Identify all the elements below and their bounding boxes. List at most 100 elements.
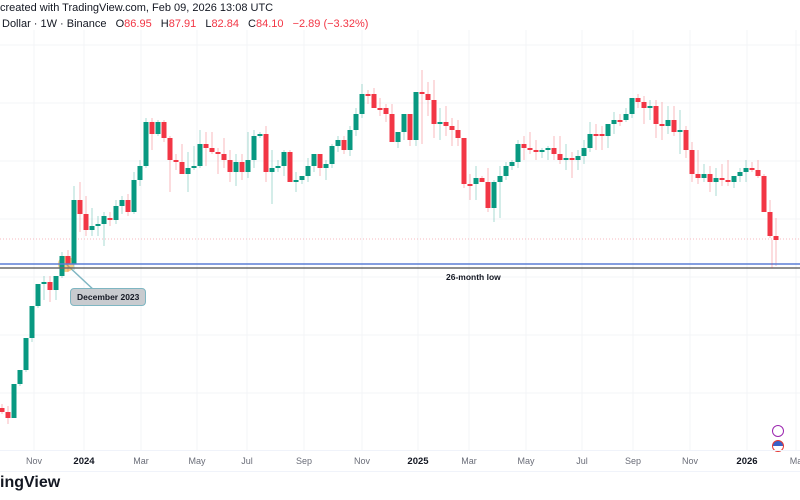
- candle[interactable]: [491, 180, 497, 222]
- time-axis[interactable]: Nov 2024 Mar May Jul Sep Nov 2025 Mar May Jul Sep No…: [0, 450, 800, 472]
- candle[interactable]: [113, 200, 119, 224]
- candle[interactable]: [311, 154, 317, 172]
- candle[interactable]: [47, 276, 53, 302]
- us-flag-event-icon[interactable]: [772, 440, 784, 452]
- candle[interactable]: [725, 160, 731, 186]
- candle[interactable]: [749, 162, 755, 172]
- candle[interactable]: [503, 162, 509, 180]
- candle[interactable]: [713, 168, 719, 196]
- candle[interactable]: [299, 176, 305, 184]
- candle[interactable]: [737, 168, 743, 182]
- candle[interactable]: [365, 90, 371, 104]
- candle[interactable]: [551, 136, 557, 160]
- candle[interactable]: [323, 160, 329, 180]
- candle[interactable]: [419, 70, 425, 144]
- candle[interactable]: [509, 160, 515, 170]
- candle[interactable]: [41, 276, 47, 300]
- candle[interactable]: [59, 252, 65, 278]
- candle[interactable]: [191, 146, 197, 170]
- candle[interactable]: [653, 100, 659, 138]
- candle[interactable]: [95, 216, 101, 236]
- candle[interactable]: [449, 118, 455, 146]
- candle[interactable]: [137, 160, 143, 186]
- candle[interactable]: [437, 108, 443, 140]
- candle[interactable]: [677, 110, 683, 154]
- candle[interactable]: [575, 150, 581, 170]
- candle[interactable]: [89, 208, 95, 236]
- candle[interactable]: [671, 106, 677, 136]
- candle[interactable]: [401, 114, 407, 140]
- candle[interactable]: [761, 174, 767, 212]
- candle[interactable]: [533, 140, 539, 160]
- candle[interactable]: [623, 108, 629, 122]
- candle[interactable]: [581, 140, 587, 164]
- candle[interactable]: [389, 104, 395, 142]
- candle[interactable]: [185, 152, 191, 192]
- candle[interactable]: [527, 132, 533, 154]
- candle[interactable]: [221, 138, 227, 168]
- candle[interactable]: [647, 100, 653, 120]
- candle[interactable]: [239, 154, 245, 180]
- candle[interactable]: [407, 114, 413, 146]
- candle[interactable]: [335, 136, 341, 152]
- candle[interactable]: [383, 104, 389, 122]
- candle[interactable]: [587, 122, 593, 152]
- candle[interactable]: [485, 168, 491, 212]
- candle[interactable]: [767, 200, 773, 238]
- candle[interactable]: [149, 118, 155, 150]
- candle[interactable]: [353, 108, 359, 136]
- candle[interactable]: [119, 196, 125, 214]
- candle[interactable]: [131, 172, 137, 214]
- candle[interactable]: [599, 126, 605, 150]
- candle[interactable]: [395, 132, 401, 148]
- event-lightning-icon[interactable]: [772, 425, 784, 437]
- candle[interactable]: [641, 96, 647, 124]
- candle[interactable]: [731, 176, 737, 188]
- candle[interactable]: [461, 138, 467, 188]
- candle[interactable]: [545, 146, 551, 160]
- candle[interactable]: [227, 150, 233, 182]
- candle[interactable]: [743, 160, 749, 182]
- candle[interactable]: [431, 80, 437, 138]
- candle[interactable]: [701, 164, 707, 182]
- candle[interactable]: [683, 126, 689, 158]
- candle[interactable]: [125, 194, 131, 216]
- candle[interactable]: [71, 186, 77, 270]
- candle[interactable]: [155, 120, 161, 136]
- candle[interactable]: [719, 164, 725, 186]
- candle[interactable]: [77, 182, 83, 232]
- candle[interactable]: [497, 166, 503, 218]
- candle[interactable]: [245, 132, 251, 178]
- candle[interactable]: [107, 212, 113, 226]
- candle[interactable]: [773, 218, 779, 266]
- december-2023-callout[interactable]: December 2023: [70, 288, 147, 306]
- candle[interactable]: [413, 92, 419, 146]
- candle[interactable]: [611, 112, 617, 134]
- candlestick-chart[interactable]: [0, 0, 800, 450]
- candle[interactable]: [17, 370, 23, 386]
- candle[interactable]: [35, 284, 41, 308]
- 26-month-low-label[interactable]: 26-month low: [446, 272, 501, 282]
- candle[interactable]: [251, 130, 257, 168]
- candle[interactable]: [53, 276, 59, 300]
- candle[interactable]: [197, 130, 203, 168]
- candle[interactable]: [425, 82, 431, 116]
- candle[interactable]: [203, 132, 209, 166]
- candle[interactable]: [689, 142, 695, 182]
- candle[interactable]: [83, 196, 89, 236]
- candle[interactable]: [605, 124, 611, 148]
- candle[interactable]: [515, 140, 521, 168]
- candle[interactable]: [695, 150, 701, 184]
- candle[interactable]: [629, 98, 635, 118]
- candle[interactable]: [0, 404, 5, 414]
- candle[interactable]: [467, 174, 473, 200]
- candle[interactable]: [341, 136, 347, 154]
- candle[interactable]: [521, 136, 527, 160]
- candle[interactable]: [563, 144, 569, 170]
- candle[interactable]: [755, 160, 761, 178]
- candle[interactable]: [281, 150, 287, 176]
- candle[interactable]: [557, 136, 563, 164]
- candle[interactable]: [215, 148, 221, 174]
- candle[interactable]: [707, 166, 713, 192]
- candle[interactable]: [101, 212, 107, 246]
